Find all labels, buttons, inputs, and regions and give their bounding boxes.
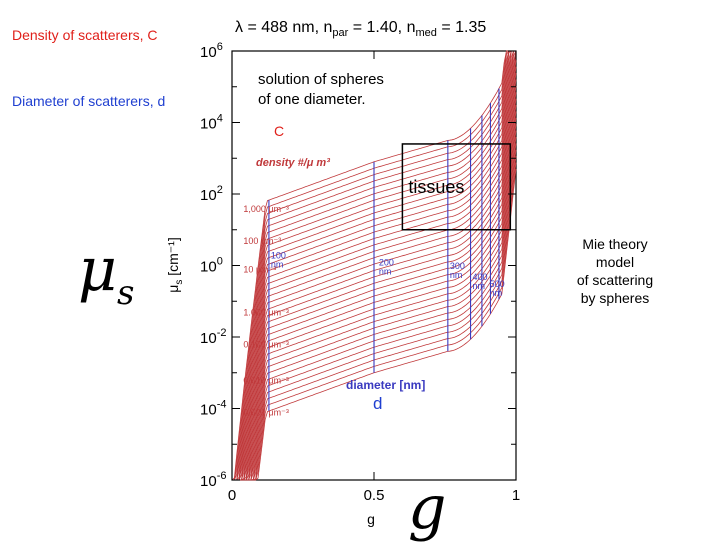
mu-s-curve bbox=[231, 50, 516, 481]
tissues-box bbox=[401, 143, 512, 231]
diameter-value-label: 100 nm bbox=[271, 250, 286, 269]
diameter-value-label: 500 nm bbox=[490, 279, 505, 298]
density-value-label: 0.010 μm⁻³ bbox=[243, 375, 288, 385]
density-labels: 1,000 μm⁻³ 100 μm⁻³ 10 μm⁻³ 1.000 μm⁻³ 0.100… bbox=[243, 204, 288, 418]
c-marker: C bbox=[274, 123, 284, 139]
chart-header: λ = 488 nm, npar = 1.40, nmed = 1.35 bbox=[235, 19, 486, 39]
mu-subscript: s bbox=[117, 273, 135, 313]
density-axis-label: density #/μ m³ bbox=[256, 157, 330, 169]
y-tick-label: 10-6 bbox=[200, 470, 226, 490]
diameter-value-label: 400 nm bbox=[473, 272, 488, 291]
mu-s-curve bbox=[232, 168, 517, 481]
density-value-label: 0.001 μm⁻³ bbox=[243, 408, 288, 418]
note-line-4: by spheres bbox=[580, 290, 650, 306]
diameter-value-label: 300 nm bbox=[450, 261, 465, 280]
density-value-label: 100 μm⁻³ bbox=[243, 236, 281, 246]
mie-theory-note: Mie theory model of scattering by sphere… bbox=[560, 235, 670, 307]
y-axis-ticks: 10-6 10-4 10-2 100 102 104 106 bbox=[200, 41, 516, 490]
note-line-2: model bbox=[595, 254, 635, 270]
x-tick-label: 0.5 bbox=[364, 487, 385, 504]
y-tick-label: 100 bbox=[200, 256, 223, 276]
diameter-axis-label: diameter [nm] bbox=[346, 378, 425, 392]
diameter-lines bbox=[268, 88, 500, 412]
y-tick-label: 106 bbox=[200, 41, 223, 61]
density-of-scatterers-label: Density of scatterers, C bbox=[12, 27, 158, 43]
diameter-of-scatterers-label: Diameter of scatterers, d bbox=[12, 93, 166, 109]
tissues-label: tissues bbox=[408, 177, 464, 197]
note-line-1: Mie theory bbox=[582, 236, 648, 252]
y-tick-label: 102 bbox=[200, 184, 223, 204]
x-tick-label: 1 bbox=[512, 487, 520, 504]
d-marker: d bbox=[373, 394, 382, 413]
density-value-label: 1,000 μm⁻³ bbox=[243, 204, 288, 214]
diameter-labels: 100 nm 200 nm 300 nm 400 nm 500 nm bbox=[271, 250, 505, 298]
g-symbol: g bbox=[408, 473, 447, 543]
x-axis-ticks: 0 0.5 1 bbox=[228, 51, 520, 504]
mu-symbol: μ bbox=[78, 235, 117, 305]
diameter-value-label: 200 nm bbox=[379, 258, 394, 277]
density-value-label: 10 μm⁻³ bbox=[243, 265, 276, 275]
annotation-line-1: solution of spheres bbox=[258, 71, 384, 88]
annotation-line-2: of one diameter. bbox=[258, 91, 366, 108]
y-tick-label: 104 bbox=[200, 113, 223, 133]
density-value-label: 0.100 μm⁻³ bbox=[243, 340, 288, 350]
y-tick-label: 10-4 bbox=[200, 399, 226, 419]
y-tick-label: 10-2 bbox=[200, 327, 226, 347]
y-axis-label: μs [cm⁻¹] bbox=[165, 237, 185, 292]
density-value-label: 1.000 μm⁻³ bbox=[243, 308, 288, 318]
x-axis-label: g bbox=[367, 511, 375, 527]
x-tick-label: 0 bbox=[228, 487, 236, 504]
note-line-3: of scattering bbox=[576, 272, 654, 288]
mu-s-symbol: μs bbox=[78, 240, 134, 313]
